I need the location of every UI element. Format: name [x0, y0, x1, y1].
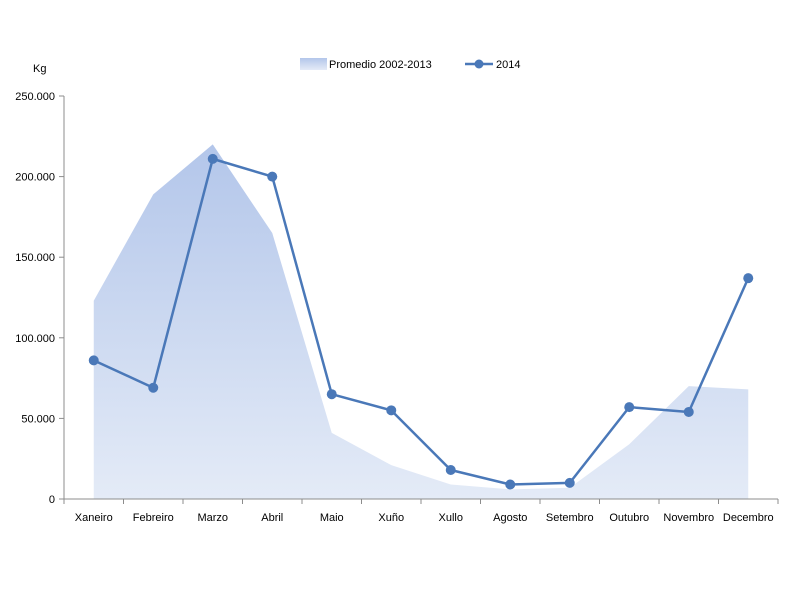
x-tick-label: Novembro [663, 512, 714, 524]
x-tick-label: Agosto [493, 512, 527, 524]
data-point-2014 [743, 273, 754, 284]
data-point-2014 [148, 382, 159, 393]
line-series-2014 [93, 157, 750, 486]
data-point-2014 [386, 405, 397, 416]
data-point-2014 [207, 153, 218, 164]
x-tick-label: Marzo [197, 512, 228, 524]
x-tick-label: Decembro [723, 512, 774, 524]
data-point-2014 [445, 464, 456, 475]
data-point-2014 [564, 477, 575, 488]
y-tick-label: 250.000 [15, 91, 55, 103]
area-series-promedio [93, 144, 749, 500]
y-axis-label: Kg [33, 63, 46, 75]
x-tick-label: Febreiro [133, 512, 174, 524]
legend-label-2014: 2014 [496, 59, 520, 71]
y-tick-label: 50.000 [21, 413, 55, 425]
legend-swatch-2014-marker [474, 59, 484, 69]
data-point-2014 [505, 479, 516, 490]
y-tick-label: 100.000 [15, 333, 55, 345]
y-tick-label: 200.000 [15, 172, 55, 184]
x-tick-label: Xuño [378, 512, 404, 524]
data-point-2014 [683, 406, 694, 417]
x-tick-label: Outubro [609, 512, 649, 524]
legend: Promedio 2002-2013 2014 [300, 58, 520, 71]
data-point-2014 [88, 355, 99, 366]
x-tick-label: Xullo [439, 512, 463, 524]
legend-label-promedio: Promedio 2002-2013 [329, 59, 432, 71]
x-tick-label: Setembro [546, 512, 594, 524]
data-point-2014 [326, 389, 337, 400]
x-tick-label: Maio [320, 512, 344, 524]
x-tick-label: Xaneiro [75, 512, 113, 524]
legend-swatch-promedio [300, 58, 327, 70]
data-point-2014 [267, 171, 278, 182]
data-point-2014 [624, 402, 635, 413]
y-tick-label: 0 [49, 494, 55, 506]
plot-area: 0 50.000 100.000 150.000 200.000 250.000 Xanei… [15, 91, 779, 524]
x-tick-label: Abril [261, 512, 283, 524]
y-tick-label: 150.000 [15, 252, 55, 264]
